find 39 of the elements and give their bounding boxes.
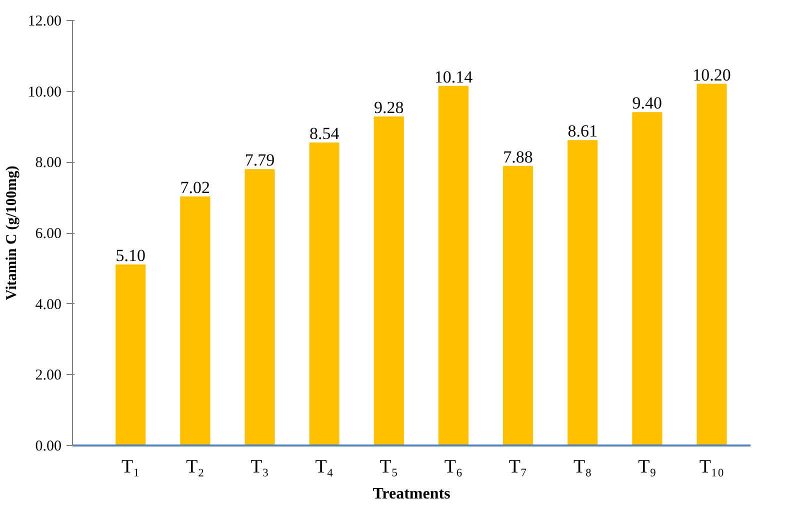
bar: [696, 84, 727, 446]
data-label: 10.14: [434, 67, 474, 86]
y-tick-label: 2.00: [35, 368, 62, 384]
bar: [309, 142, 340, 446]
y-axis-title: Vitamin C (g/100mg): [4, 166, 20, 300]
y-tick-label: 4.00: [35, 296, 62, 313]
data-label: 7.88: [503, 147, 533, 166]
x-tick-label: T₆: [444, 456, 463, 478]
data-label: 8.54: [309, 124, 340, 144]
x-axis-title: Treatments: [372, 486, 450, 502]
data-label: 7.02: [180, 178, 210, 197]
y-tick-label: 12.00: [28, 14, 62, 30]
x-tick-label: T₇: [508, 456, 528, 478]
y-tick-label: 6.00: [35, 226, 62, 242]
y-tick-label: 10.00: [28, 84, 62, 100]
x-tick-label: T₁₀: [699, 456, 724, 478]
bar: [374, 116, 404, 446]
x-tick-label: T₄: [315, 456, 334, 478]
data-label: 9.28: [374, 98, 404, 117]
bar: [632, 112, 662, 446]
x-tick-label: T₃: [250, 456, 269, 478]
y-tick-label: 0.00: [35, 438, 62, 454]
x-tick-label: T₂: [186, 456, 204, 478]
y-tick-label: 8.00: [35, 155, 62, 172]
bar: [438, 86, 468, 446]
bar: [180, 196, 210, 446]
bar: [116, 264, 146, 446]
data-label: 5.10: [116, 246, 146, 265]
x-tick-label: T₁: [122, 456, 140, 478]
data-label: 10.20: [692, 65, 731, 84]
data-label: 7.79: [244, 150, 275, 170]
x-tick-label: T₈: [574, 456, 592, 478]
bar: [568, 140, 598, 446]
bar: [244, 169, 275, 446]
x-tick-label: T₅: [380, 456, 398, 478]
bar: [503, 166, 534, 446]
data-label: 8.61: [568, 122, 598, 141]
data-label: 9.40: [632, 94, 662, 113]
x-tick-label: T₉: [638, 456, 656, 478]
